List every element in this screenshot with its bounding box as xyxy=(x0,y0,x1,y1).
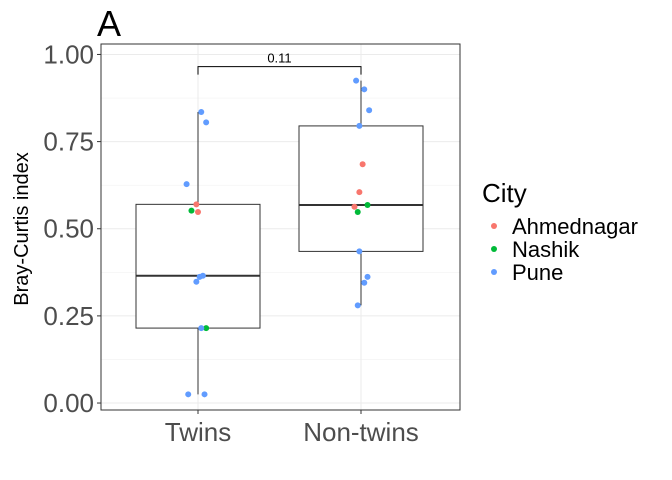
data-point xyxy=(188,207,195,214)
data-point xyxy=(183,181,190,188)
data-point xyxy=(195,209,201,216)
data-point xyxy=(356,189,363,196)
y-tick-label: 0.75 xyxy=(43,127,94,157)
significance-bracket xyxy=(197,66,362,75)
data-point xyxy=(359,161,366,168)
data-point xyxy=(198,325,205,332)
data-point xyxy=(353,77,360,84)
data-point xyxy=(361,86,368,93)
data-point xyxy=(354,209,361,216)
data-point xyxy=(203,119,210,126)
data-point xyxy=(366,107,373,114)
data-point xyxy=(201,391,208,398)
y-axis: 0.00 0.25 0.50 0.75 1.00 xyxy=(43,39,101,418)
data-point xyxy=(364,273,371,280)
y-tick-label: 0.50 xyxy=(43,214,94,244)
data-point xyxy=(356,248,363,255)
data-point xyxy=(361,279,368,286)
data-point xyxy=(185,391,192,398)
legend-label: Nashik xyxy=(512,237,580,262)
y-axis-title: Bray-Curtis index xyxy=(11,152,33,305)
legend-key xyxy=(491,246,497,252)
data-point xyxy=(196,273,203,280)
data-point xyxy=(203,325,210,332)
data-point xyxy=(364,202,371,209)
data-point xyxy=(351,203,358,210)
y-tick-label: 0.00 xyxy=(43,388,94,418)
data-point xyxy=(198,108,205,115)
legend-label: Ahmednagar xyxy=(512,214,638,239)
plot-area: 0.11 xyxy=(100,43,461,411)
legend-title: City xyxy=(482,178,527,208)
box xyxy=(298,125,424,252)
panel-label: A xyxy=(97,3,121,44)
legend-key xyxy=(491,223,497,229)
x-axis: Twins Non-twins xyxy=(165,410,419,447)
legend-label: Pune xyxy=(512,260,563,285)
legend-key xyxy=(491,269,497,275)
x-tick-label: Non-twins xyxy=(303,417,419,447)
data-point xyxy=(354,302,361,309)
y-tick-label: 1.00 xyxy=(43,39,94,69)
data-point xyxy=(356,122,363,129)
data-point xyxy=(193,201,200,208)
data-point xyxy=(193,278,200,285)
x-tick-label: Twins xyxy=(165,417,231,447)
box xyxy=(135,203,261,329)
y-tick-label: 0.25 xyxy=(43,301,94,331)
panel-border xyxy=(100,43,461,411)
significance-label: 0.11 xyxy=(267,51,291,66)
